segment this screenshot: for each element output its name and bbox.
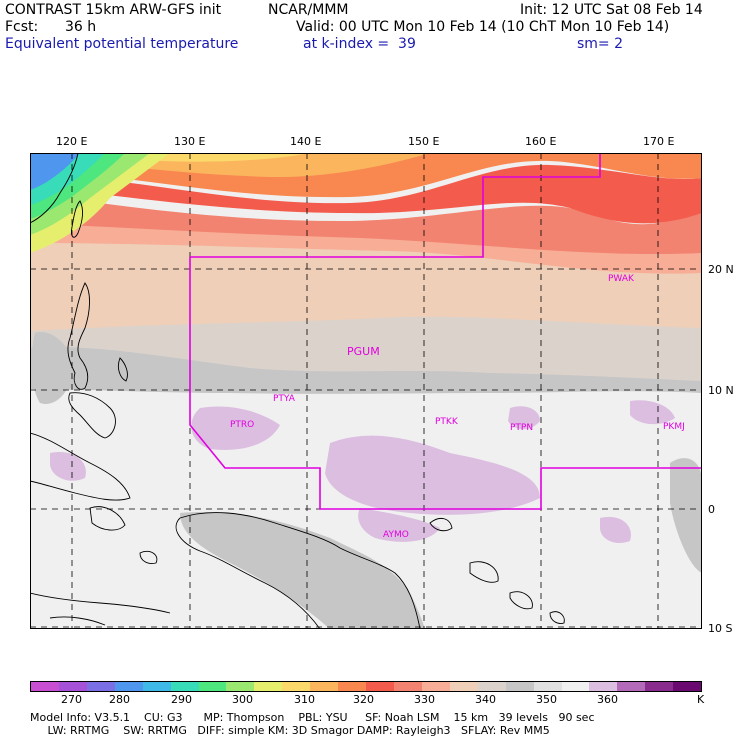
- lat-label-0: 0: [708, 503, 715, 516]
- lat-label-10n: 10 N: [708, 384, 734, 397]
- colorbar-swatch: [421, 682, 450, 691]
- lat-label-10s: 10 S: [708, 622, 733, 635]
- colorbar-swatch: [170, 682, 199, 691]
- lon-label-160e: 160 E: [525, 135, 557, 148]
- valid-time: Valid: 00 UTC Mon 10 Feb 14 (10 ChT Mon …: [296, 19, 670, 35]
- patch-365-pkmj: [630, 400, 675, 425]
- colorbar-swatch: [114, 682, 143, 691]
- colorbar-swatch: [366, 682, 394, 691]
- station-ptro: PTRO: [230, 420, 254, 430]
- band-335: [30, 193, 702, 255]
- band-285: [30, 153, 80, 190]
- station-pgum: PGUM: [347, 345, 380, 358]
- colorbar-swatch: [589, 682, 618, 691]
- station-ptya: PTYA: [273, 394, 296, 404]
- colorbar-swatch: [226, 682, 255, 691]
- shade-east-edge: [670, 458, 702, 573]
- lon-label-170e: 170 E: [643, 135, 675, 148]
- colorbar-label-330: 330: [414, 693, 435, 706]
- forecast-label: Fcst:: [5, 19, 39, 35]
- colorbar-swatch: [310, 682, 339, 691]
- patch-365-ptro: [191, 406, 280, 450]
- colorbar-swatch: [254, 682, 283, 691]
- colorbar-label-270: 270: [61, 693, 82, 706]
- band-330: [90, 164, 702, 224]
- org-label: NCAR/MMM: [268, 2, 349, 18]
- land-new-guinea-shade: [180, 512, 425, 629]
- colorbar-swatch: [645, 682, 674, 691]
- field-name: Equivalent potential temperature: [5, 36, 239, 52]
- coastlines: [30, 153, 565, 629]
- colorbar-swatch: [505, 682, 534, 691]
- station-pkmj: PKMJ: [663, 422, 685, 432]
- colorbar-swatch: [533, 682, 562, 691]
- station-pwak: PWAK: [608, 274, 635, 284]
- lat-label-20n: 20 N: [708, 263, 734, 276]
- model-title: CONTRAST 15km ARW-GFS init: [5, 2, 222, 18]
- colorbar-swatch: [617, 682, 646, 691]
- colorbar-swatch: [477, 682, 506, 691]
- coast-mindanao: [68, 392, 116, 439]
- colorbar-swatch: [282, 682, 311, 691]
- model-info-line1: Model Info: V3.5.1 CU: G3 MP: Thompson P…: [30, 711, 595, 724]
- colorbar-label-350: 350: [536, 693, 557, 706]
- land-philippines-shade: [31, 332, 75, 404]
- theta-e-map: PWAK PGUM PTYA PTRO PTKK PTPN PKMJ AYMO: [30, 153, 702, 629]
- smoothing-info: sm= 2: [577, 36, 624, 52]
- colorbar-swatch: [142, 682, 171, 691]
- lon-label-120e: 120 E: [56, 135, 88, 148]
- coast-luzon: [67, 282, 90, 390]
- band-355: [30, 347, 702, 394]
- init-time: Init: 12 UTC Sat 08 Feb 14: [520, 2, 703, 18]
- level-info: at k-index = 39: [303, 36, 416, 52]
- patch-365-aymo: [358, 508, 440, 542]
- colorbar-label-280: 280: [109, 693, 130, 706]
- lon-label-140e: 140 E: [290, 135, 322, 148]
- map-panel: PWAK PGUM PTYA PTRO PTKK PTPN PKMJ AYMO: [30, 153, 702, 629]
- patch-365-southeast: [600, 516, 631, 544]
- boundary-line: [189, 153, 702, 510]
- colorbar-label-300: 300: [232, 693, 253, 706]
- model-info-line2: LW: RRTMG SW: RRTMG DIFF: simple KM: 3D …: [30, 724, 550, 737]
- colorbar-label-290: 290: [171, 693, 192, 706]
- colorbar-swatch: [393, 682, 422, 691]
- lon-label-150e: 150 E: [408, 135, 440, 148]
- colorbar-unit: K: [697, 693, 705, 706]
- lon-label-130e: 130 E: [174, 135, 206, 148]
- patch-365-ptpn: [508, 406, 540, 430]
- forecast-hour: 36 h: [65, 19, 97, 35]
- colorbar-swatch: [198, 682, 227, 691]
- station-aymo: AYMO: [383, 530, 409, 540]
- colorbar-swatch: [561, 682, 590, 691]
- colorbar-label-360: 360: [597, 693, 618, 706]
- map-border: [30, 153, 702, 629]
- colorbar-label-340: 340: [475, 693, 496, 706]
- patch-365-west: [50, 452, 86, 481]
- colorbar-swatch: [86, 682, 115, 691]
- patch-365-central: [325, 435, 540, 515]
- colorbar-swatch: [58, 682, 87, 691]
- colorbar-label-320: 320: [353, 693, 374, 706]
- colorbar-swatch: [673, 682, 702, 691]
- colorbar-label-310: 310: [294, 693, 315, 706]
- station-ptpn: PTPN: [510, 423, 533, 433]
- coast-taiwan: [71, 200, 84, 238]
- station-ptkk: PTKK: [435, 417, 459, 427]
- colorbar: [30, 681, 702, 692]
- colorbar-swatch: [338, 682, 367, 691]
- colorbar-swatch: [449, 682, 478, 691]
- colorbar-swatch: [31, 682, 59, 691]
